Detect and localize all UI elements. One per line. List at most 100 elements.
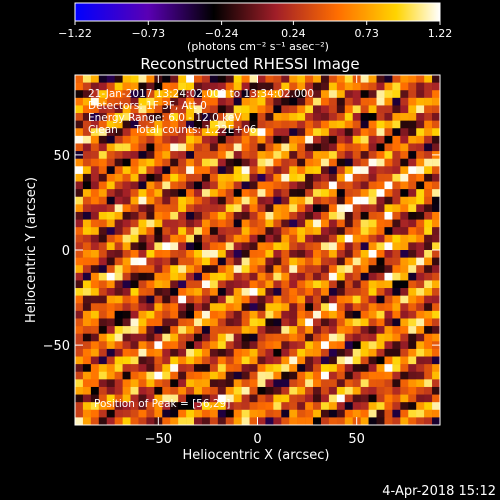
heatmap-cell — [90, 250, 100, 258]
heatmap-cell — [249, 417, 258, 426]
heatmap-cell — [138, 227, 147, 236]
heatmap-cell — [273, 371, 282, 380]
heatmap-cell — [313, 90, 322, 99]
heatmap-cell — [257, 227, 266, 236]
heatmap-cell — [217, 310, 227, 319]
heatmap-cell — [162, 196, 171, 205]
heatmap-cell — [305, 280, 314, 289]
heatmap-cell — [305, 234, 314, 243]
heatmap-cell — [368, 105, 377, 114]
heatmap-cell — [122, 211, 131, 220]
heatmap-cell — [392, 90, 401, 99]
heatmap-cell — [249, 280, 258, 289]
heatmap-cell — [265, 409, 274, 418]
heatmap-cell — [313, 234, 322, 243]
heatmap-cell — [241, 379, 250, 388]
heatmap-cell — [376, 348, 385, 357]
heatmap-cell — [352, 151, 361, 159]
heatmap-cell — [178, 394, 187, 403]
heatmap-cell — [336, 386, 346, 395]
heatmap-cell — [376, 196, 385, 205]
heatmap-cell — [249, 204, 258, 213]
heatmap-cell — [138, 143, 147, 152]
heatmap-cell — [265, 257, 274, 266]
heatmap-cell — [384, 272, 393, 281]
heatmap-cell — [352, 250, 361, 258]
heatmap-cell — [265, 265, 274, 274]
heatmap-cell — [336, 409, 346, 418]
heatmap-cell — [201, 128, 211, 137]
heatmap-cell — [400, 386, 409, 395]
heatmap-cell — [376, 288, 385, 296]
heatmap-cell — [376, 219, 385, 228]
heatmap-cell — [217, 303, 227, 312]
heatmap-cell — [368, 257, 377, 266]
heatmap-cell — [82, 265, 92, 274]
heatmap-cell — [194, 409, 203, 418]
heatmap-cell — [90, 151, 100, 159]
heatmap-cell — [384, 135, 393, 144]
heatmap-cell — [194, 379, 203, 388]
heatmap-cell — [138, 409, 147, 418]
heatmap-cell — [360, 75, 369, 83]
heatmap-cell — [392, 166, 401, 175]
heatmap-cell — [297, 158, 306, 167]
heatmap-cell — [130, 303, 139, 312]
heatmap-cell — [336, 204, 346, 213]
heatmap-cell — [289, 417, 298, 426]
heatmap-cell — [138, 295, 147, 304]
heatmap-cell — [336, 379, 346, 388]
heatmap-cell — [233, 181, 242, 190]
heatmap-cell — [424, 158, 433, 167]
heatmap-cell — [178, 120, 187, 129]
heatmap-cell — [352, 409, 361, 418]
heatmap-cell — [194, 97, 203, 106]
heatmap-cell — [194, 257, 203, 266]
heatmap-cell — [305, 166, 314, 175]
heatmap-cell — [122, 113, 131, 121]
heatmap-cell — [90, 135, 100, 144]
heatmap-cell — [114, 234, 123, 243]
heatmap-cell — [249, 333, 258, 342]
heatmap-cell — [225, 257, 234, 266]
heatmap-cell — [432, 250, 441, 258]
heatmap-cell — [130, 318, 139, 327]
heatmap-cell — [82, 364, 92, 373]
heatmap-cell — [170, 82, 179, 91]
heatmap-cell — [400, 250, 409, 258]
heatmap-cell — [344, 128, 354, 137]
heatmap-cell — [209, 97, 219, 106]
heatmap-cell — [265, 189, 274, 198]
heatmap-cell — [249, 341, 258, 350]
heatmap-cell — [360, 394, 369, 403]
heatmap-cell — [241, 318, 250, 327]
heatmap-cell — [328, 234, 338, 243]
heatmap-cell — [138, 326, 147, 334]
heatmap-cell — [122, 364, 131, 373]
heatmap-cell — [154, 196, 163, 205]
heatmap-cell — [209, 288, 219, 296]
heatmap-cell — [305, 196, 314, 205]
heatmap-cell — [75, 364, 84, 373]
heatmap-cell — [233, 211, 242, 220]
heatmap-cell — [209, 295, 219, 304]
heatmap-cell — [130, 288, 139, 296]
heatmap-cell — [82, 409, 92, 418]
heatmap-cell — [194, 227, 203, 236]
heatmap-cell — [162, 288, 171, 296]
heatmap-cell — [352, 113, 361, 121]
heatmap-cell — [170, 371, 179, 380]
heatmap-cell — [146, 143, 155, 152]
heatmap-cell — [114, 409, 123, 418]
heatmap-cell — [106, 120, 115, 129]
heatmap-cell — [265, 288, 274, 296]
heatmap-cell — [178, 417, 187, 426]
heatmap-cell — [241, 234, 250, 243]
heatmap-cell — [257, 234, 266, 243]
heatmap-cell — [281, 105, 290, 114]
heatmap-cell — [217, 318, 227, 327]
heatmap-cell — [336, 242, 346, 251]
heatmap-cell — [162, 303, 171, 312]
heatmap-cell — [424, 90, 433, 99]
heatmap-cell — [408, 318, 417, 327]
